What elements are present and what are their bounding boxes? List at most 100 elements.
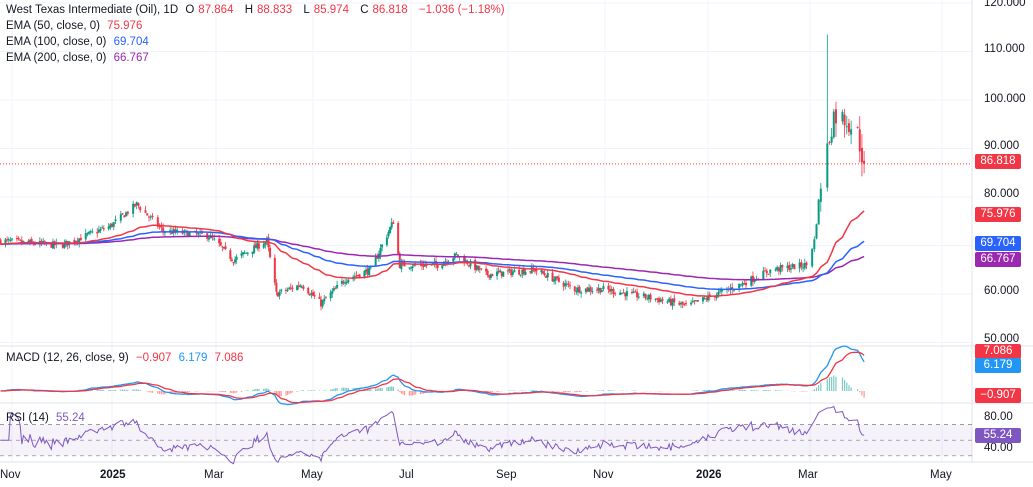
high-value: 88.833 <box>257 4 293 16</box>
candle-body <box>313 295 316 297</box>
candle-body <box>251 251 254 254</box>
candle-body <box>620 292 623 294</box>
candle-body <box>334 288 337 290</box>
candle-body <box>353 276 356 278</box>
candle-body <box>9 240 12 242</box>
candle-body <box>669 298 672 306</box>
candle-body <box>813 239 816 250</box>
candle-body <box>690 302 693 305</box>
macd-tag: 6.179 <box>975 358 1021 373</box>
ema100-label: EMA (100, close, 0) <box>6 36 107 48</box>
ema50-legend[interactable]: EMA (50, close, 0) 75.976 <box>6 20 146 32</box>
candle-body <box>133 203 136 207</box>
candle-body <box>741 282 744 286</box>
candle-body <box>345 281 348 284</box>
candle-body <box>254 244 257 248</box>
candle-body <box>224 246 227 249</box>
candle-body <box>342 281 345 284</box>
candle-body <box>91 231 94 233</box>
time-tick: Nov <box>593 469 614 481</box>
candle-body <box>234 259 237 263</box>
candle-body <box>148 216 151 218</box>
rsi-tick: 80.00 <box>984 411 1013 423</box>
candle-body <box>832 111 835 138</box>
candle-body <box>720 289 723 292</box>
candle-body <box>245 252 248 254</box>
ema200-legend[interactable]: EMA (200, close, 0) 66.767 <box>6 52 153 64</box>
candle-body <box>7 239 10 241</box>
candle-body <box>701 297 704 302</box>
candle-body <box>310 293 313 295</box>
candle-body <box>149 216 152 218</box>
candle-body <box>764 270 767 272</box>
candle-body <box>269 247 272 258</box>
candle-body <box>661 298 664 301</box>
candle-body <box>188 232 191 237</box>
candle-body <box>500 271 503 276</box>
macd-legend[interactable]: MACD (12, 26, close, 9) −0.907 6.179 7.0… <box>6 352 247 364</box>
ema200-label: EMA (200, close, 0) <box>6 52 107 64</box>
rsi-legend[interactable]: RSI (14) 55.24 <box>6 412 89 424</box>
candle-body <box>477 266 480 270</box>
candle-body <box>119 214 122 221</box>
candle-body <box>63 242 66 248</box>
time-tick: May <box>301 469 323 481</box>
candle-body <box>232 262 235 264</box>
candle-body <box>50 242 53 248</box>
price-tick: 80.000 <box>984 188 1020 200</box>
ema50-value: 75.976 <box>107 20 143 32</box>
candle-body <box>556 276 559 279</box>
candle-body <box>591 290 594 293</box>
candle-body <box>619 292 622 295</box>
candle-body <box>642 293 645 297</box>
candle-body <box>174 229 177 233</box>
candle-body <box>612 288 615 294</box>
candle-body <box>739 284 742 286</box>
candle-body <box>111 223 113 227</box>
candle-body <box>705 298 708 300</box>
ema200-tag: 66.767 <box>975 252 1021 267</box>
candle-body <box>366 268 369 275</box>
ema100-value: 69.704 <box>113 36 149 48</box>
candle-body <box>441 265 444 269</box>
candle-body <box>312 292 314 296</box>
candle-body <box>29 240 32 244</box>
candle-body <box>562 282 565 287</box>
ema100-legend[interactable]: EMA (100, close, 0) 69.704 <box>6 36 153 48</box>
ema100-line <box>0 231 865 291</box>
candle-body <box>554 276 557 281</box>
candle-body <box>478 268 481 270</box>
macd-hist-value: −0.907 <box>135 352 172 364</box>
candle-body <box>307 287 310 294</box>
candle-body <box>774 269 777 271</box>
candle-body <box>374 257 377 266</box>
change-value: −1.036 (−1.18%) <box>418 4 505 16</box>
candle-body <box>218 238 221 244</box>
candle-body <box>863 160 866 164</box>
candle-body <box>666 301 669 303</box>
candle-body <box>324 297 327 299</box>
candle-body <box>89 231 92 233</box>
candle-body <box>695 300 698 302</box>
candle-body <box>456 254 459 257</box>
candle-body <box>656 298 659 300</box>
candle-body <box>401 262 404 264</box>
time-tick: May <box>930 469 952 481</box>
candle-body <box>222 247 225 249</box>
candle-body <box>400 262 403 270</box>
candle-body <box>296 285 299 291</box>
candle-body <box>522 268 525 275</box>
candle-body <box>586 287 589 292</box>
candle-body <box>530 267 533 273</box>
candle-body <box>524 271 527 275</box>
candle-body <box>197 232 200 235</box>
candle-body <box>453 253 456 259</box>
candle-body <box>308 294 311 296</box>
candle-body <box>826 143 829 188</box>
price-tick: 90.000 <box>984 140 1020 152</box>
candle-body <box>719 290 722 292</box>
candle-body <box>578 286 581 293</box>
price-tick: 120.000 <box>984 0 1026 9</box>
candle-body <box>365 269 368 272</box>
